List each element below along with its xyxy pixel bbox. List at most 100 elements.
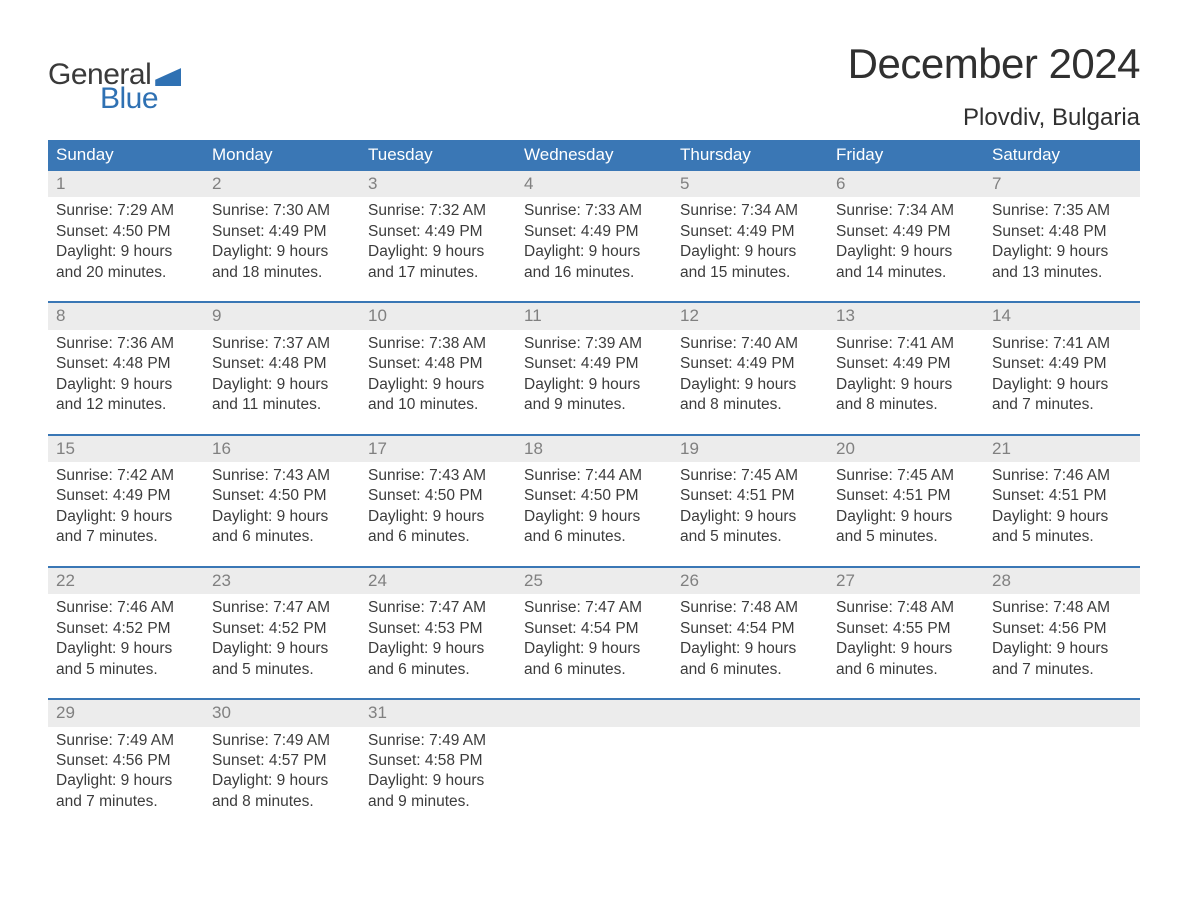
daylight-line-1: Daylight: 9 hours [680,639,820,659]
daylight-line-1: Daylight: 9 hours [992,375,1132,395]
sunset-line: Sunset: 4:58 PM [368,751,508,771]
daylight-line-1: Daylight: 9 hours [992,242,1132,262]
daylight-line-2: and 7 minutes. [56,527,196,547]
daylight-line-1: Daylight: 9 hours [368,242,508,262]
day-number-row: 26 [672,568,828,594]
day-number: 25 [524,571,543,590]
daylight-line-2: and 8 minutes. [836,395,976,415]
day-cell: 7Sunrise: 7:35 AMSunset: 4:48 PMDaylight… [984,171,1140,301]
daylight-line-2: and 5 minutes. [992,527,1132,547]
day-number-row: 27 [828,568,984,594]
day-number: 2 [212,174,221,193]
day-number: 1 [56,174,65,193]
sunrise-line: Sunrise: 7:32 AM [368,201,508,221]
sunset-line: Sunset: 4:49 PM [992,354,1132,374]
sunset-line: Sunset: 4:49 PM [212,222,352,242]
calendar: SundayMondayTuesdayWednesdayThursdayFrid… [48,140,1140,830]
weekday-header: Saturday [984,140,1140,171]
daylight-line-2: and 5 minutes. [56,660,196,680]
daylight-line-2: and 6 minutes. [524,527,664,547]
day-number-row: 3 [360,171,516,197]
day-number-row: 2 [204,171,360,197]
month-title: December 2024 [848,40,1140,88]
day-cell: 21Sunrise: 7:46 AMSunset: 4:51 PMDayligh… [984,436,1140,566]
day-cell: 10Sunrise: 7:38 AMSunset: 4:48 PMDayligh… [360,303,516,433]
daylight-line-1: Daylight: 9 hours [368,639,508,659]
day-cell: 4Sunrise: 7:33 AMSunset: 4:49 PMDaylight… [516,171,672,301]
week-row: 8Sunrise: 7:36 AMSunset: 4:48 PMDaylight… [48,301,1140,433]
day-cell: 1Sunrise: 7:29 AMSunset: 4:50 PMDaylight… [48,171,204,301]
daylight-line-1: Daylight: 9 hours [836,507,976,527]
day-number: 6 [836,174,845,193]
daylight-line-2: and 6 minutes. [524,660,664,680]
sunrise-line: Sunrise: 7:43 AM [368,466,508,486]
day-number: 12 [680,306,699,325]
sunset-line: Sunset: 4:54 PM [680,619,820,639]
daylight-line-2: and 5 minutes. [680,527,820,547]
sunset-line: Sunset: 4:48 PM [212,354,352,374]
daylight-line-2: and 7 minutes. [992,660,1132,680]
location-label: Plovdiv, Bulgaria [848,104,1140,132]
daylight-line-2: and 9 minutes. [524,395,664,415]
day-number: 26 [680,571,699,590]
day-number-row: 17 [360,436,516,462]
daylight-line-1: Daylight: 9 hours [56,771,196,791]
day-number-row: 12 [672,303,828,329]
sunrise-line: Sunrise: 7:40 AM [680,334,820,354]
sunrise-line: Sunrise: 7:30 AM [212,201,352,221]
daylight-line-1: Daylight: 9 hours [56,242,196,262]
sunrise-line: Sunrise: 7:49 AM [56,731,196,751]
sunrise-line: Sunrise: 7:43 AM [212,466,352,486]
day-cell: . [984,700,1140,830]
sunrise-line: Sunrise: 7:38 AM [368,334,508,354]
day-cell: 12Sunrise: 7:40 AMSunset: 4:49 PMDayligh… [672,303,828,433]
sunset-line: Sunset: 4:56 PM [992,619,1132,639]
sunrise-line: Sunrise: 7:47 AM [524,598,664,618]
day-number-row: 16 [204,436,360,462]
sunrise-line: Sunrise: 7:37 AM [212,334,352,354]
daylight-line-2: and 17 minutes. [368,263,508,283]
day-number-row: 1 [48,171,204,197]
day-number-row: 7 [984,171,1140,197]
daylight-line-2: and 6 minutes. [368,660,508,680]
sunset-line: Sunset: 4:49 PM [680,354,820,374]
day-cell: 14Sunrise: 7:41 AMSunset: 4:49 PMDayligh… [984,303,1140,433]
daylight-line-2: and 7 minutes. [56,792,196,812]
day-cell: 13Sunrise: 7:41 AMSunset: 4:49 PMDayligh… [828,303,984,433]
daylight-line-1: Daylight: 9 hours [680,507,820,527]
sunrise-line: Sunrise: 7:44 AM [524,466,664,486]
day-number-row: . [516,700,672,726]
day-cell: 29Sunrise: 7:49 AMSunset: 4:56 PMDayligh… [48,700,204,830]
day-number-row: . [984,700,1140,726]
day-number: 28 [992,571,1011,590]
sunrise-line: Sunrise: 7:47 AM [212,598,352,618]
daylight-line-2: and 10 minutes. [368,395,508,415]
logo-flag-icon [155,68,181,86]
day-cell: 24Sunrise: 7:47 AMSunset: 4:53 PMDayligh… [360,568,516,698]
weekday-header: Thursday [672,140,828,171]
day-number-row: 22 [48,568,204,594]
day-cell: 5Sunrise: 7:34 AMSunset: 4:49 PMDaylight… [672,171,828,301]
daylight-line-2: and 6 minutes. [836,660,976,680]
daylight-line-2: and 16 minutes. [524,263,664,283]
sunset-line: Sunset: 4:49 PM [836,222,976,242]
weekday-header: Sunday [48,140,204,171]
day-number: 14 [992,306,1011,325]
week-row: 29Sunrise: 7:49 AMSunset: 4:56 PMDayligh… [48,698,1140,830]
daylight-line-2: and 12 minutes. [56,395,196,415]
daylight-line-1: Daylight: 9 hours [56,507,196,527]
day-number: 31 [368,703,387,722]
daylight-line-2: and 8 minutes. [680,395,820,415]
day-number-row: 5 [672,171,828,197]
daylight-line-2: and 6 minutes. [368,527,508,547]
daylight-line-2: and 5 minutes. [212,660,352,680]
day-number: 13 [836,306,855,325]
sunrise-line: Sunrise: 7:33 AM [524,201,664,221]
day-number-row: 23 [204,568,360,594]
daylight-line-2: and 15 minutes. [680,263,820,283]
day-number-row: 15 [48,436,204,462]
daylight-line-1: Daylight: 9 hours [212,771,352,791]
sunset-line: Sunset: 4:50 PM [212,486,352,506]
daylight-line-1: Daylight: 9 hours [212,639,352,659]
daylight-line-1: Daylight: 9 hours [56,639,196,659]
